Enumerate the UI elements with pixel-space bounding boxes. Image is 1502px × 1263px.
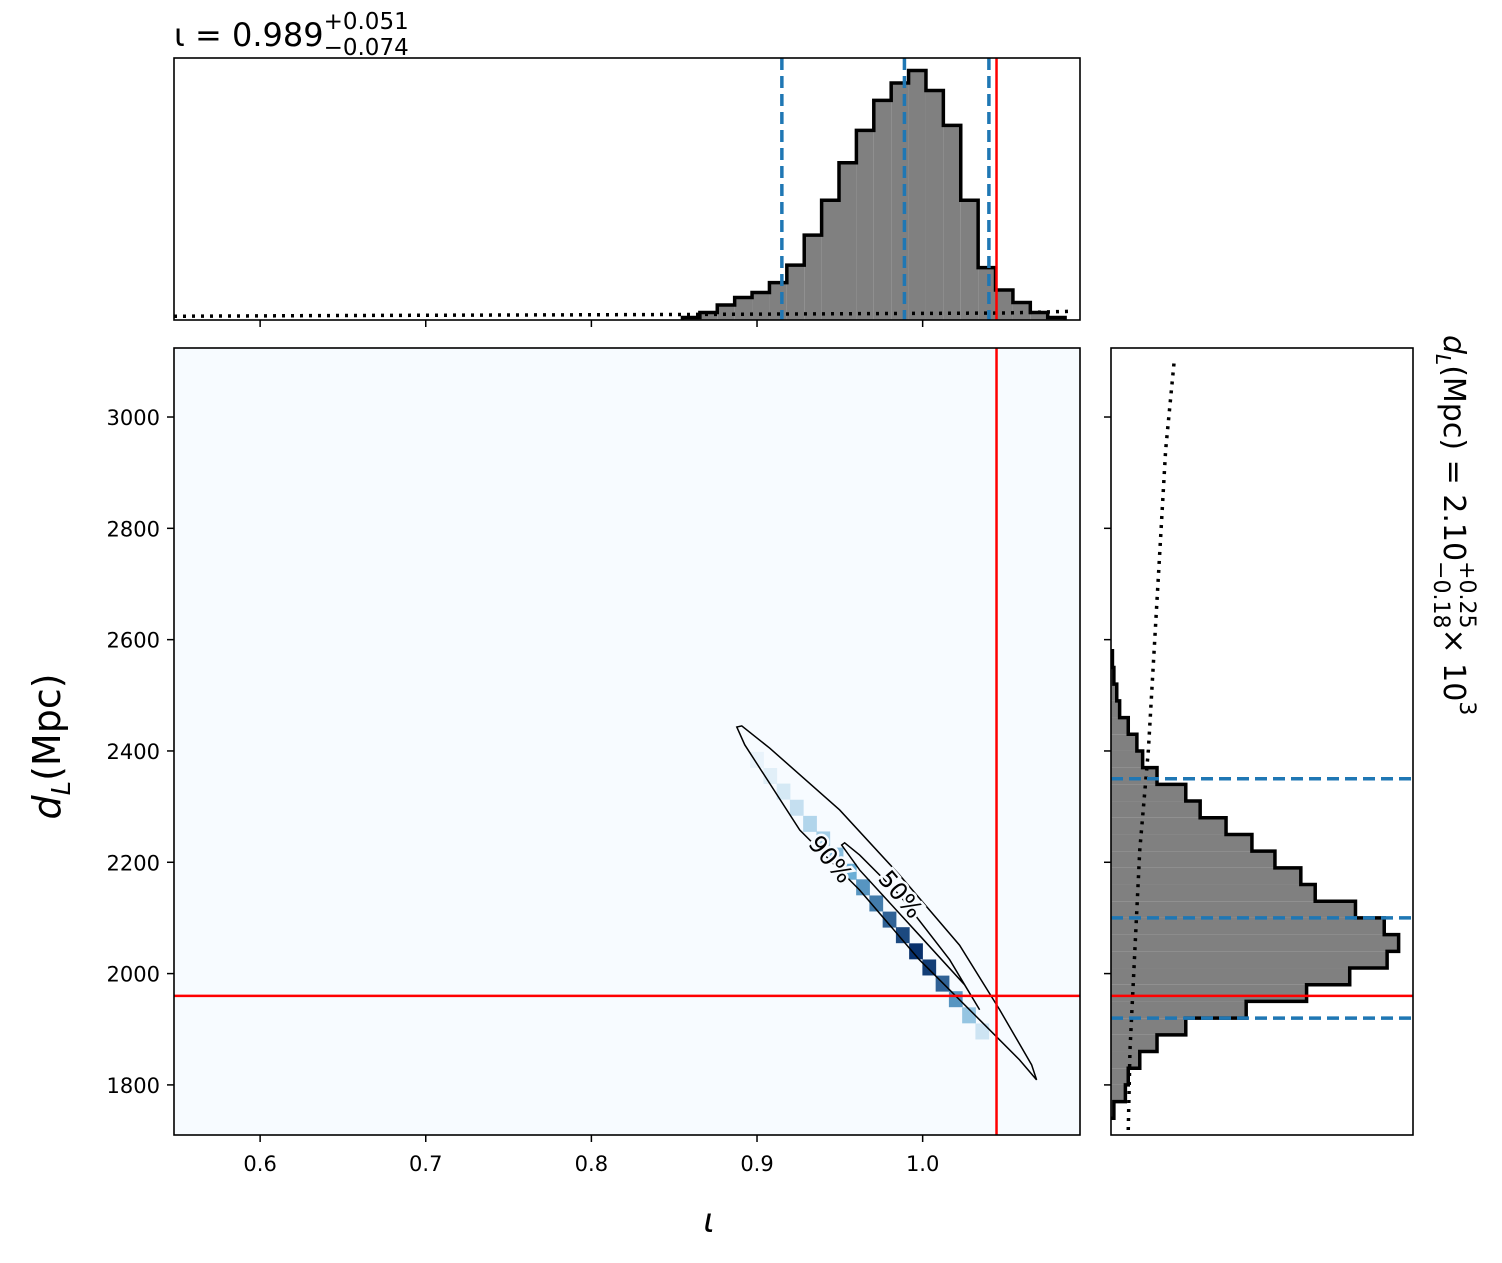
density-cell [776,783,791,800]
histogram-bar [717,305,735,320]
histogram-bar [1111,934,1399,952]
x-tick-label: 0.7 [409,1152,442,1176]
histogram-outline [680,68,1067,320]
histogram-bar [1111,817,1227,835]
y-tick-label: 2200 [107,851,160,875]
density-cell [856,879,870,896]
histogram-bar [1111,801,1201,818]
y-label-main: d [25,795,69,820]
histogram-bar [821,200,840,320]
plot-background [174,348,1080,1135]
histogram-bar [1111,784,1186,802]
title-main: d [1436,335,1471,355]
title-sup: +0.25 [1454,561,1479,628]
x-axis-label: ι [703,1201,715,1241]
density-cell [803,815,817,832]
histogram-bar [925,90,944,320]
density-cell [975,1023,990,1040]
density-cell [869,895,884,912]
title-sup: +0.051 [324,9,409,35]
histogram-bar [1111,984,1307,1002]
histogram-bar [1111,851,1275,868]
histogram-bar [1111,1051,1140,1069]
histogram-bar [1111,750,1143,768]
histogram-bar [804,235,822,320]
title-sup: 3 [1454,701,1479,715]
histogram-bar [734,297,753,320]
density-cell [962,1007,976,1024]
histogram-bar [1111,951,1388,969]
y-tick-label: 2000 [107,963,160,987]
density-cell [909,943,923,960]
density-cell [789,799,804,816]
histogram-outline [1111,649,1401,1121]
density-cell [922,959,937,976]
histogram-bar [873,100,892,320]
axes-frame [1110,347,1414,1136]
title-sub: −0.18 [1428,561,1453,628]
density-cell [829,847,844,864]
density-cell [816,831,831,848]
histogram-bar [1111,717,1129,735]
histogram-bar [1111,1001,1247,1019]
histogram-bar [1111,684,1117,701]
top-title: ι = 0.989 +0.051−0.074 [174,9,409,61]
histogram-bar [1111,1084,1126,1102]
x-tick-label: 1.0 [906,1152,939,1176]
histogram-bar [1111,901,1356,918]
contour [840,841,981,1011]
side-panel [1111,360,1413,1131]
title-main: × 10 [1436,628,1471,701]
axes-frame [173,347,1081,1136]
histogram-bar [995,290,1013,320]
x-tick-label: 0.9 [740,1152,773,1176]
histogram-bar [856,130,874,320]
title-sub: L [1431,354,1455,365]
histogram-bar [1111,917,1385,935]
histogram-bar [1111,767,1158,785]
histogram-bar [786,265,805,320]
top-panel [174,58,1072,320]
density-cell [882,911,897,928]
histogram-bar [1111,1034,1158,1052]
y-label-sub: L [47,781,77,796]
y-tick-label: 2400 [107,740,160,764]
x-tick-label: 0.6 [243,1152,276,1176]
x-tick-label: 0.8 [575,1152,608,1176]
histogram-bar [1111,734,1137,751]
y-tick-label: 1800 [107,1074,160,1098]
histogram-bar [1030,312,1048,320]
histogram-bar [1111,834,1252,852]
axes-frame [173,57,1081,321]
y-tick-label: 3000 [107,406,160,430]
histogram-bar [960,200,979,320]
histogram-bar [1111,867,1301,885]
histogram-bar [1111,1068,1129,1085]
density-cell [895,927,910,944]
title-main: (Mpc) = 2.10 [1436,365,1471,561]
histogram-bar [908,70,926,320]
histogram-bar [699,312,718,320]
histogram-bar [1111,1018,1186,1035]
histogram-bar [978,267,996,320]
histogram-bar [1111,700,1120,718]
y-axis-label: dL (Mpc) [25,673,77,819]
density-cell [750,751,764,768]
y-tick-label: 2600 [107,629,160,653]
title-main: ι = 0.989 [174,16,324,54]
y-tick-label: 2800 [107,517,160,541]
histogram-bar [752,292,770,320]
main-panel: 90%50% [174,348,1080,1135]
y-label-main: (Mpc) [25,673,69,780]
side-title: dL (Mpc) = 2.10+0.25−0.18 × 103 [1428,335,1479,715]
contour [735,725,1038,1081]
histogram-bar [839,162,857,320]
prior-line [1126,360,1177,1131]
histogram-bar [1111,968,1350,985]
title-sub: −0.074 [324,35,409,61]
density-cell [948,991,963,1008]
histogram-bar [1111,884,1316,902]
histogram-bar [943,125,961,320]
